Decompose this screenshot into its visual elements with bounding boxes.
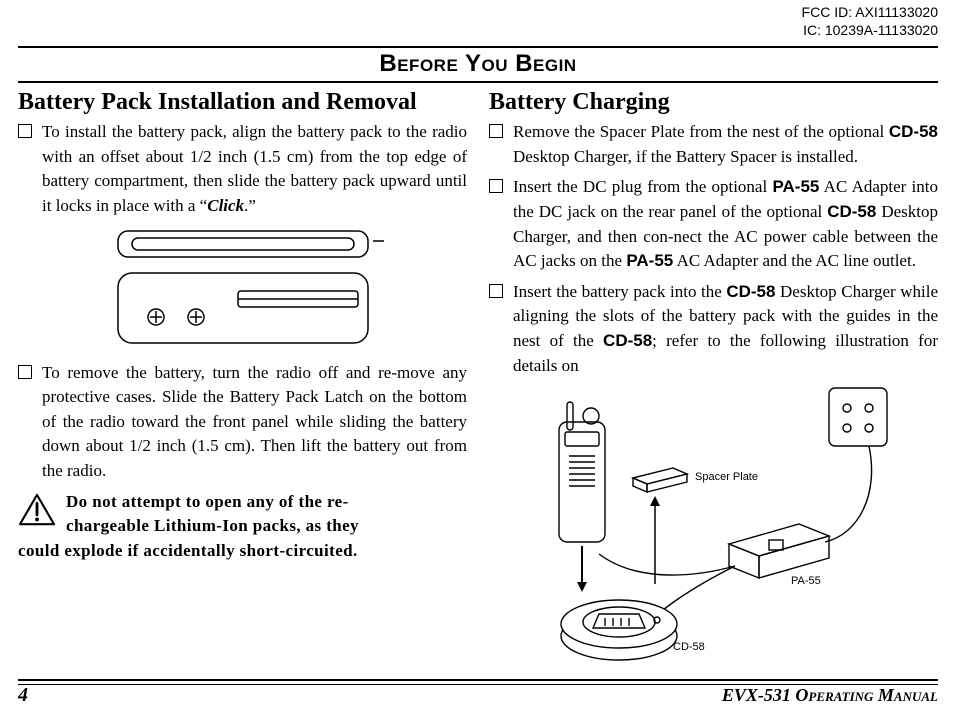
content-columns: Battery Pack Installation and Removal To… — [18, 87, 938, 664]
figure-label-spacer: Spacer Plate — [695, 471, 758, 483]
right-item-3-text: Insert the battery pack into the CD-58 D… — [513, 280, 938, 379]
text-fragment: .” — [244, 196, 256, 215]
warning-block: Do not attempt to open any of the re- ch… — [18, 490, 467, 539]
model-cd58: CD-58 — [827, 202, 876, 221]
left-item-2-text: To remove the battery, turn the radio of… — [42, 361, 467, 484]
left-heading: Battery Pack Installation and Removal — [18, 89, 467, 116]
manual-name: EVX-531 Operating Manual — [722, 685, 938, 706]
right-column: Battery Charging Remove the Spacer Plate… — [489, 87, 938, 664]
ic-id: IC: 10239A-11133020 — [802, 22, 938, 40]
figure-label-cd58: CD-58 — [673, 641, 705, 653]
page-footer: 4 EVX-531 Operating Manual — [18, 684, 938, 707]
manual-name-text: EVX-531 Operating Manual — [722, 685, 938, 705]
section-title-rule: Before You Begin — [18, 46, 938, 83]
warning-text-cont: could explode if accidentally short-circ… — [18, 539, 467, 564]
left-item-1-text: To install the battery pack, align the b… — [42, 120, 467, 219]
text-fragment: Do not attempt to open any of the re- — [66, 492, 349, 511]
manual-page: FCC ID: AXI11133020 IC: 10239A-11133020 … — [0, 0, 956, 717]
text-fragment: Remove the Spacer Plate from the nest of… — [513, 122, 889, 141]
model-cd58: CD-58 — [603, 331, 652, 350]
click-word: Click — [207, 196, 244, 215]
regulatory-ids: FCC ID: AXI11133020 IC: 10239A-11133020 — [802, 4, 938, 39]
figure-label-pa55: PA-55 — [791, 575, 821, 587]
battery-figure — [88, 225, 398, 353]
left-column: Battery Pack Installation and Removal To… — [18, 87, 467, 664]
checkbox-icon — [18, 365, 32, 379]
checkbox-icon — [489, 284, 503, 298]
model-cd58: CD-58 — [889, 122, 938, 141]
text-fragment: chargeable Lithium-Ion packs, as they — [66, 516, 359, 535]
text-fragment: Insert the battery pack into the — [513, 282, 726, 301]
checkbox-icon — [18, 124, 32, 138]
footer-rule-top — [18, 679, 938, 681]
right-item-1-text: Remove the Spacer Plate from the nest of… — [513, 120, 938, 169]
text-fragment: Desktop Charger, if the Battery Spacer i… — [513, 147, 858, 166]
right-item-2: Insert the DC plug from the optional PA-… — [489, 175, 938, 274]
section-title: Before You Begin — [18, 48, 938, 81]
model-pa55: PA-55 — [772, 177, 819, 196]
checkbox-icon — [489, 124, 503, 138]
right-item-2-text: Insert the DC plug from the optional PA-… — [513, 175, 938, 274]
charger-figure: Spacer Plate PA-55 CD-58 — [529, 384, 899, 664]
warning-text: Do not attempt to open any of the re- ch… — [66, 490, 467, 539]
warning-triangle-icon — [18, 493, 56, 527]
right-item-1: Remove the Spacer Plate from the nest of… — [489, 120, 938, 169]
right-heading: Battery Charging — [489, 89, 938, 116]
text-fragment: AC Adapter and the AC line outlet. — [673, 251, 916, 270]
left-item-1: To install the battery pack, align the b… — [18, 120, 467, 219]
model-pa55: PA-55 — [626, 251, 673, 270]
page-number: 4 — [18, 684, 28, 707]
text-fragment: Insert the DC plug from the optional — [513, 177, 772, 196]
fcc-id: FCC ID: AXI11133020 — [802, 4, 938, 22]
left-item-2: To remove the battery, turn the radio of… — [18, 361, 467, 484]
model-cd58: CD-58 — [726, 282, 775, 301]
right-item-3: Insert the battery pack into the CD-58 D… — [489, 280, 938, 379]
checkbox-icon — [489, 179, 503, 193]
